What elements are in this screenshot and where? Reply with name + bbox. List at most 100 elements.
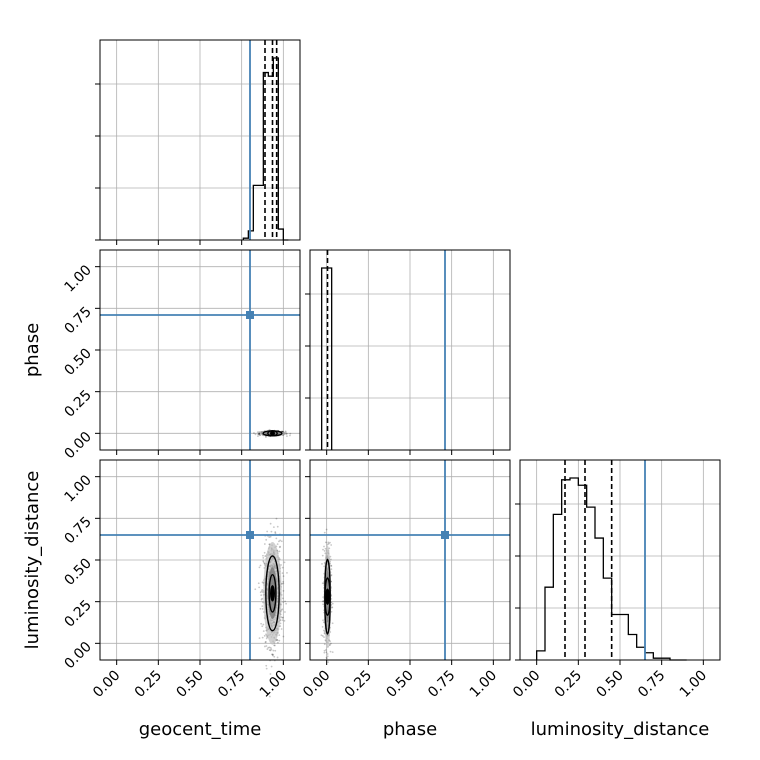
sample-point (268, 428, 271, 431)
sample-point (280, 628, 283, 630)
sample-point (323, 531, 326, 534)
x-tick-label: 1.00 (257, 668, 290, 701)
sample-point (278, 634, 281, 637)
sample-point (266, 530, 269, 533)
sample-point (259, 434, 262, 436)
sample-point (329, 650, 332, 653)
sample-point (269, 535, 272, 538)
sample-point (253, 432, 255, 434)
sample-point (280, 540, 283, 543)
sample-point (269, 522, 272, 525)
sample-point (322, 629, 325, 632)
sample-point (284, 611, 286, 613)
sample-point (261, 607, 264, 610)
sample-point (273, 644, 276, 647)
sample-point (321, 582, 324, 585)
sample-point (330, 642, 332, 645)
histogram-steps (536, 477, 687, 661)
sample-point (331, 651, 334, 654)
joint-phase-vs-geocent-time: 0.00 0.25 0.50 0.75 1.00 (61, 249, 301, 462)
sample-point (325, 528, 328, 531)
sample-point (281, 597, 284, 600)
x-tick-label: 0.00 (510, 668, 543, 701)
sample-point (263, 543, 266, 545)
x-tick-label: 0.00 (90, 668, 123, 701)
y-tick-label: 0.25 (61, 597, 94, 630)
sample-point (260, 594, 263, 597)
sample-point (269, 673, 272, 675)
sample-point (324, 547, 327, 550)
sample-point (276, 639, 279, 642)
sample-point (267, 646, 270, 649)
sample-point (254, 433, 257, 436)
sample-point (257, 433, 260, 436)
sample-point (272, 653, 275, 656)
sample-point (331, 622, 334, 625)
sample-point (284, 430, 287, 433)
sample-point (268, 649, 271, 652)
sample-point (323, 550, 326, 552)
sample-point (265, 645, 268, 647)
sample-point (254, 588, 257, 591)
x-tick-label: 0.50 (383, 668, 416, 701)
sample-point (329, 555, 332, 558)
y-tick-label: 0.00 (61, 429, 94, 462)
sample-point (327, 541, 330, 544)
sample-point (268, 536, 271, 539)
sample-point (321, 635, 324, 637)
y-tick-label: 0.25 (61, 387, 94, 420)
sample-point (281, 572, 284, 575)
x-tick-label: 0.75 (425, 668, 458, 701)
sample-point (262, 630, 265, 633)
x-axis-label-luminosity-distance: luminosity_distance (531, 719, 710, 740)
x-axis-label-phase: phase (383, 719, 437, 740)
x-tick-label: 0.50 (173, 668, 206, 701)
sample-point (278, 639, 281, 642)
sample-point (282, 601, 285, 603)
sample-point (282, 616, 284, 619)
sample-point (278, 550, 281, 553)
sample-point (330, 574, 333, 576)
sample-point (283, 619, 286, 622)
sample-point (283, 561, 286, 564)
sample-point (289, 432, 292, 435)
y-tick-label: 0.75 (61, 514, 94, 547)
x-tick-label: 0.50 (593, 668, 626, 701)
sample-point (322, 603, 325, 606)
sample-point (264, 641, 267, 644)
sample-point (261, 605, 264, 608)
sample-point (276, 525, 279, 528)
sample-point (268, 646, 271, 649)
sample-point (262, 560, 265, 562)
joint-luminosity-distance-vs-geocent-time: 0.000.250.500.751.000.00 0.25 0.50 0.75 1.00 (61, 459, 301, 701)
sample-point (265, 538, 268, 541)
sample-point (262, 601, 264, 604)
sample-point (323, 649, 326, 652)
sample-point (329, 640, 331, 643)
y-axis-label-phase: phase (22, 323, 43, 377)
contour-inner (268, 573, 277, 613)
sample-point (272, 649, 275, 652)
sample-point (323, 636, 325, 639)
sample-point (284, 600, 287, 603)
sample-point (282, 589, 285, 592)
sample-point (262, 556, 265, 559)
sample-point (329, 643, 331, 646)
sample-point (263, 562, 266, 565)
sample-point (282, 635, 285, 638)
sample-point (261, 597, 264, 600)
truth-marker (246, 531, 254, 539)
sample-point (278, 540, 280, 543)
sample-point (279, 539, 282, 542)
sample-point (262, 561, 265, 564)
density-core (270, 430, 275, 436)
sample-point (264, 436, 267, 438)
sample-point (330, 544, 333, 546)
histogram-steps (242, 57, 289, 241)
x-tick-label: 1.00 (677, 668, 710, 701)
sample-point (326, 653, 329, 655)
sample-point (285, 433, 288, 435)
sample-point (275, 517, 278, 520)
sample-point (274, 531, 277, 533)
y-axis-label-luminosity-distance: luminosity_distance (22, 471, 43, 650)
